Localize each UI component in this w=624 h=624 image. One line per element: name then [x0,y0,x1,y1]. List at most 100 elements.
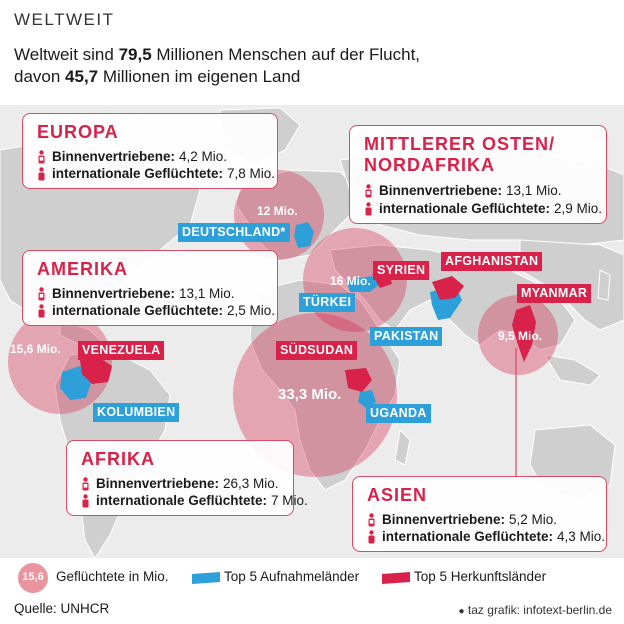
turkey-shape [346,276,380,292]
region-title: ASIEN [367,485,428,505]
country-tag-afghanistan: AFGHANISTAN [441,252,543,271]
country-tag-colombia: KOLUMBIEN [93,403,180,422]
idp-value: 5,2 Mio. [509,512,558,527]
credit-text: taz grafik: infotext-berlin.de [467,603,612,617]
header [0,0,624,105]
headline-total-value: 79,5 [118,45,152,64]
refugee-label: internationale Geflüchtete: [382,529,554,544]
refugee-value: 7,8 Mio. [227,166,276,181]
refugee-label: internationale Geflüchtete: [379,201,551,216]
region-box-europa: EUROPA Binnenvertriebene: 4,2 Mio. inter… [22,113,278,189]
region-idp-row: Binnenvertriebene: 4,2 Mio. [37,149,227,164]
headline-internal-value: 45,7 [65,67,99,86]
legend-origin-swatch [382,572,410,584]
region-idp-row: Binnenvertriebene: 5,2 Mio. [367,512,557,527]
legend-origin-label: Top 5 Herkunftsländer [414,569,547,584]
taz-logo-icon: ● [458,606,465,617]
region-title: AMERIKA [37,259,128,279]
country-tag-venezuela: VENEZUELA [78,341,165,360]
origin-countries [80,270,536,392]
legend-host-label: Top 5 Aufnahmeländer [224,569,360,584]
refugee-value: 2,9 Mio. [554,201,603,216]
source-note: Quelle: UNHCR [14,601,110,616]
person-refugee-icon [364,201,373,216]
uganda-shape [358,390,376,408]
legend-host-swatch [192,572,220,584]
idp-label: Binnenvertriebene: [96,476,220,491]
top-label: WELTWEIT [14,10,115,29]
headline-line1-end: Millionen Menschen auf der Flucht, [151,45,421,64]
refugee-value: 7 Mio. [271,493,308,508]
person-displaced-icon [37,286,46,301]
africa-land [249,279,401,491]
region-refugee-row: internationale Geflüchtete: 4,3 Mio. [367,529,605,544]
country-tag-turkey: TÜRKEI [299,293,356,312]
country-tag-myanmar: MYANMAR [517,284,592,303]
region-title-line1: MITTLERER OSTEN/ [364,134,555,154]
refugee-label: internationale Geflüchtete: [52,303,224,318]
japan-land [597,269,611,301]
region-refugee-row: internationale Geflüchtete: 7,8 Mio. [37,166,275,181]
region-box-mena: MITTLERER OSTEN/ NORDAFRIKA Binnenvertri… [349,125,607,224]
legend-bubble-icon [18,563,48,593]
region-idp-row: Binnenvertriebene: 26,3 Mio. [81,476,279,491]
credit-note: ● taz grafik: infotext-berlin.de [459,603,612,617]
person-refugee-icon [367,529,376,544]
germany-shape [294,222,314,248]
person-displaced-icon [367,512,376,527]
idp-label: Binnenvertriebene: [52,149,176,164]
afghanistan-shape [432,276,464,300]
headline-line1-text: Weltweit sind [14,45,119,64]
person-displaced-icon [364,183,373,198]
myanmar-shape [512,305,536,362]
region-box-afrika: AFRIKA Binnenvertriebene: 26,3 Mio. inte… [66,440,308,516]
region-idp-row: Binnenvertriebene: 13,1 Mio. [37,286,235,301]
madagascar-land [394,428,411,466]
region-title: EUROPA [37,122,119,142]
refugee-label: internationale Geflüchtete: [96,493,268,508]
refugee-value: 4,3 Mio. [557,529,606,544]
person-displaced-icon [81,476,90,491]
bubble-label-venezuela: 15,6 Mio. [10,342,61,356]
person-displaced-icon [37,149,46,164]
region-box-amerika: AMERIKA Binnenvertriebene: 13,1 Mio. int… [22,250,278,326]
refugee-value: 2,5 Mio. [227,303,276,318]
country-tag-south-sudan: SÜDSUDAN [276,341,358,360]
idp-value: 26,3 Mio. [223,476,279,491]
idp-label: Binnenvertriebene: [52,286,176,301]
venezuela-shape [80,358,112,384]
headline-line2-text: davon [14,67,66,86]
region-idp-row: Binnenvertriebene: 13,1 Mio. [364,183,562,198]
legend-refugees-label: Geflüchtete in Mio. [56,569,169,584]
bubble-label-europe: 12 Mio. [257,204,298,218]
person-refugee-icon [37,166,46,181]
legend [0,558,624,624]
idp-label: Binnenvertriebene: [382,512,506,527]
refugee-label: internationale Geflüchtete: [52,166,224,181]
country-tag-syria: SYRIEN [373,261,430,280]
idp-value: 13,1 Mio. [506,183,562,198]
south-sudan-shape [345,368,372,392]
idp-value: 4,2 Mio. [179,149,228,164]
legend-bubble-value: 15,6 [22,571,44,583]
region-refugee-row: internationale Geflüchtete: 2,9 Mio. [364,201,602,216]
region-box-asien: ASIEN Binnenvertriebene: 5,2 Mio. intern… [352,476,607,552]
region-title: AFRIKA [81,449,155,469]
country-tag-uganda: UGANDA [366,404,431,423]
country-tag-germany: DEUTSCHLAND* [178,223,290,242]
bubble-label-myanmar: 9,5 Mio. [498,329,543,343]
country-tag-pakistan: PAKISTAN [370,327,443,346]
headline-line2-end: Millionen im eigenen Land [98,67,301,86]
region-refugee-row: internationale Geflüchtete: 2,5 Mio. [37,303,275,318]
southeast-asia-land [544,354,601,386]
bubble-label-africa: 33,3 Mio. [278,386,342,403]
person-refugee-icon [37,303,46,318]
headline: Weltweit sind 79,5 Millionen Menschen au… [14,44,420,88]
idp-value: 13,1 Mio. [179,286,235,301]
bubble-label-turkey: 16 Mio. [330,274,371,288]
region-title-line2: NORDAFRIKA [364,155,495,175]
idp-label: Binnenvertriebene: [379,183,503,198]
person-refugee-icon [81,493,90,508]
region-refugee-row: internationale Geflüchtete: 7 Mio. [81,493,308,508]
